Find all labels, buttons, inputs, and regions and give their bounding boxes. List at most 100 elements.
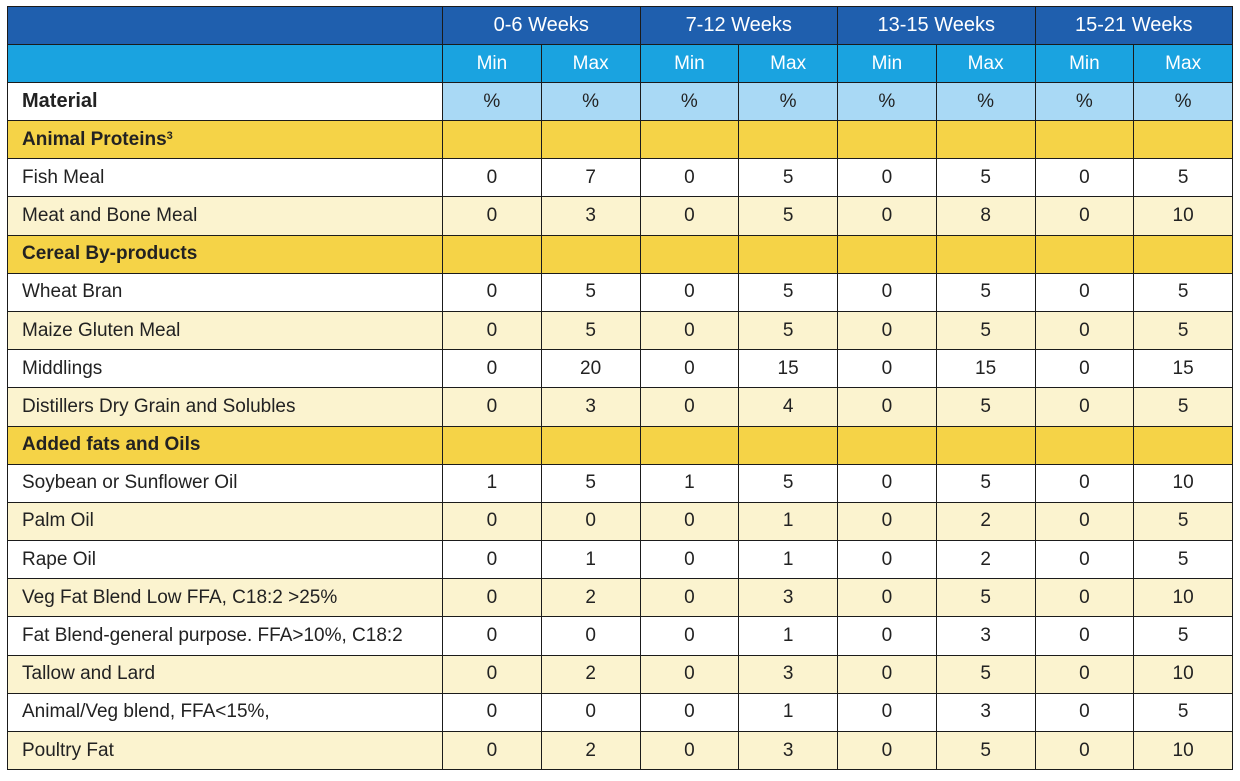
table-row: Fish Meal 0 7 0 5 0 5 0 5 <box>7 158 1233 198</box>
section-empty-cell <box>837 425 937 465</box>
min-value-cell: 0 <box>639 349 740 389</box>
min-value-cell: 0 <box>442 158 542 198</box>
unit-header-row: Material %%%%%%%% <box>7 82 1233 121</box>
table-row: Tallow and Lard 0 2 0 3 0 5 0 10 <box>7 654 1233 694</box>
max-value-cell: 5 <box>1133 501 1233 542</box>
min-value-cell: 0 <box>1034 310 1135 351</box>
max-value-cell: 3 <box>738 654 838 694</box>
min-value-cell: 0 <box>442 272 542 312</box>
max-value-cell: 2 <box>935 501 1036 542</box>
min-value-cell: 0 <box>1034 501 1135 542</box>
section-title: Cereal By-products <box>22 243 198 265</box>
max-value-cell: 5 <box>738 158 838 198</box>
min-value-cell: 0 <box>1034 578 1135 618</box>
section-empty-cell <box>738 234 838 274</box>
min-value-cell: 0 <box>1034 349 1135 389</box>
max-value-cell: 5 <box>935 654 1036 694</box>
unit-header: % <box>738 82 838 121</box>
min-value-cell: 0 <box>639 578 740 618</box>
unit-header: % <box>639 82 740 121</box>
min-value-cell: 0 <box>837 196 937 236</box>
max-value-cell: 15 <box>935 349 1036 389</box>
max-value-cell: 5 <box>935 158 1036 198</box>
min-column-header: Min <box>1034 44 1135 83</box>
section-empty-cell <box>935 119 1036 160</box>
min-column-header: Min <box>442 44 542 83</box>
max-value-cell: 5 <box>540 272 641 312</box>
max-value-cell: 1 <box>738 501 838 542</box>
table-row: Fat Blend-general purpose. FFA>10%, C18:… <box>7 616 1233 656</box>
min-value-cell: 0 <box>639 387 740 427</box>
max-value-cell: 5 <box>540 310 641 351</box>
min-value-cell: 0 <box>837 730 937 771</box>
max-column-header: Max <box>935 44 1036 83</box>
material-name-cell: Veg Fat Blend Low FFA, C18:2 >25% <box>7 578 443 618</box>
period-header-row: 0-6 Weeks 7-12 Weeks 13-15 Weeks 15-21 W… <box>7 6 1233 45</box>
min-value-cell: 0 <box>442 349 542 389</box>
header-spacer <box>7 44 443 83</box>
max-value-cell: 5 <box>935 272 1036 312</box>
period-header: 0-6 Weeks <box>442 6 641 45</box>
min-value-cell: 0 <box>1034 196 1135 236</box>
max-value-cell: 3 <box>738 730 838 771</box>
section-empty-cell <box>738 119 838 160</box>
min-value-cell: 0 <box>837 578 937 618</box>
max-value-cell: 1 <box>738 692 838 733</box>
section-empty-cell <box>1034 234 1135 274</box>
min-value-cell: 0 <box>1034 158 1135 198</box>
max-value-cell: 5 <box>1133 616 1233 656</box>
section-empty-cell <box>540 425 641 465</box>
section-title: Animal Proteins <box>22 128 167 150</box>
min-value-cell: 0 <box>442 501 542 542</box>
min-value-cell: 0 <box>442 540 542 580</box>
section-empty-cell <box>442 234 542 274</box>
max-value-cell: 5 <box>935 463 1036 503</box>
table-body: Animal Proteins3 Fish Meal 0 7 0 5 0 5 0 5 Meat an… <box>7 119 1233 771</box>
unit-header: % <box>1133 82 1233 121</box>
max-value-cell: 5 <box>738 196 838 236</box>
unit-header: % <box>442 82 542 121</box>
section-header-row: Animal Proteins3 <box>7 119 1233 160</box>
max-value-cell: 5 <box>935 730 1036 771</box>
unit-header: % <box>540 82 641 121</box>
min-value-cell: 0 <box>1034 692 1135 733</box>
section-empty-cell <box>639 425 740 465</box>
section-empty-cell <box>442 119 542 160</box>
section-empty-cell <box>639 119 740 160</box>
material-name-cell: Meat and Bone Meal <box>7 196 443 236</box>
max-value-cell: 2 <box>540 730 641 771</box>
max-value-cell: 0 <box>540 692 641 733</box>
min-value-cell: 0 <box>639 196 740 236</box>
table-row: Distillers Dry Grain and Solubles 0 3 0 4 0 5 0… <box>7 387 1233 427</box>
table-row: Soybean or Sunflower Oil 1 5 1 5 0 5 0 10 <box>7 463 1233 503</box>
max-value-cell: 4 <box>738 387 838 427</box>
ingredient-limits-table-container: 0-6 Weeks 7-12 Weeks 13-15 Weeks 15-21 W… <box>7 6 1233 771</box>
section-title-cell: Added fats and Oils <box>7 425 443 465</box>
max-column-header: Max <box>540 44 641 83</box>
max-value-cell: 3 <box>738 578 838 618</box>
section-empty-cell <box>1133 425 1233 465</box>
material-name-cell: Fat Blend-general purpose. FFA>10%, C18:… <box>7 616 443 656</box>
unit-header: % <box>935 82 1036 121</box>
min-value-cell: 0 <box>442 196 542 236</box>
material-name-cell: Wheat Bran <box>7 272 443 312</box>
max-value-cell: 20 <box>540 349 641 389</box>
min-value-cell: 0 <box>639 654 740 694</box>
period-header: 7-12 Weeks <box>639 6 838 45</box>
min-value-cell: 0 <box>837 501 937 542</box>
material-column-header: Material <box>7 82 443 121</box>
material-name-cell: Soybean or Sunflower Oil <box>7 463 443 503</box>
max-value-cell: 1 <box>540 540 641 580</box>
max-value-cell: 5 <box>1133 387 1233 427</box>
material-name-cell: Maize Gluten Meal <box>7 310 443 351</box>
min-column-header: Min <box>837 44 937 83</box>
max-value-cell: 5 <box>1133 540 1233 580</box>
min-value-cell: 0 <box>442 730 542 771</box>
material-name-cell: Palm Oil <box>7 501 443 542</box>
section-title-cell: Animal Proteins3 <box>7 119 443 160</box>
max-value-cell: 3 <box>935 616 1036 656</box>
table-row: Animal/Veg blend, FFA<15%, 0 0 0 1 0 3 0 5 <box>7 692 1233 733</box>
max-column-header: Max <box>1133 44 1233 83</box>
section-header-row: Cereal By-products <box>7 234 1233 274</box>
max-value-cell: 5 <box>1133 272 1233 312</box>
